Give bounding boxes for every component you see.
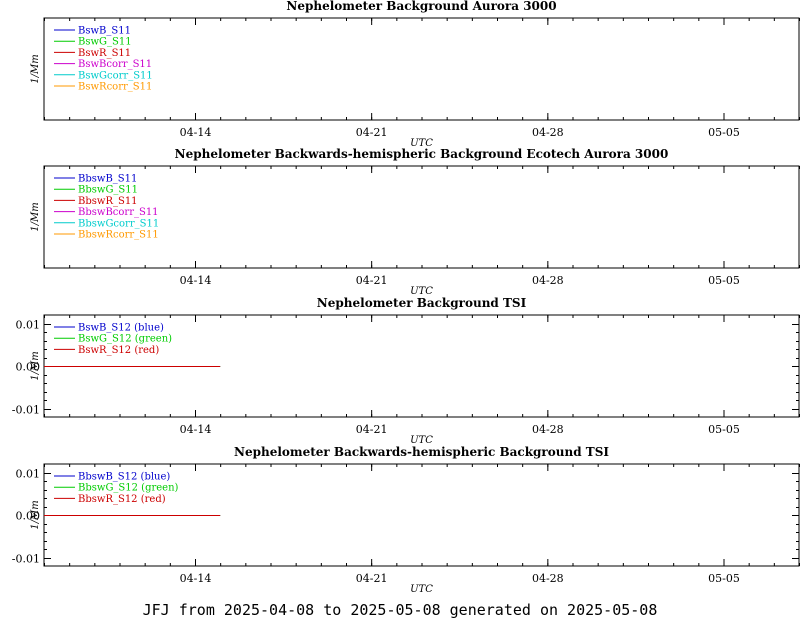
y-tick-label: -0.01 bbox=[12, 553, 40, 566]
legend-entry: BswG_S12 (green) bbox=[78, 334, 172, 345]
x-tick-label: 04-28 bbox=[532, 572, 564, 585]
x-tick-label: 05-05 bbox=[708, 572, 740, 585]
x-tick-label: 04-14 bbox=[180, 274, 212, 287]
legend-entry: BswR_S11 bbox=[78, 48, 131, 59]
chart-panels: Nephelometer Background Aurora 3000 04-14… bbox=[12, 0, 800, 595]
legend-entry: BbswB_S11 bbox=[78, 174, 137, 185]
legend-entry: BswG_S11 bbox=[78, 37, 132, 48]
legend-entry: BbswB_S12 (blue) bbox=[78, 472, 170, 483]
y-tick-label: 0.00 bbox=[16, 361, 41, 374]
chart-panel: Nephelometer Backwards-hemispheric Backg… bbox=[12, 445, 800, 595]
x-tick-label: 05-05 bbox=[708, 423, 740, 436]
legend-entry: BbswGcorr_S11 bbox=[78, 218, 159, 229]
x-tick-label: 04-14 bbox=[180, 126, 212, 139]
plot-frame bbox=[43, 17, 800, 121]
y-tick-label: 0.01 bbox=[16, 468, 41, 481]
x-tick-label: 04-28 bbox=[532, 423, 564, 436]
x-axis-label: UTC bbox=[410, 584, 433, 595]
x-tick-label: 04-21 bbox=[356, 572, 388, 585]
legend-entry: BswB_S11 bbox=[78, 26, 131, 37]
y-axis-label: 1/Mm bbox=[30, 351, 41, 380]
chart-panel: Nephelometer Background Aurora 3000 04-14… bbox=[30, 0, 800, 149]
legend-entry: BswGcorr_S11 bbox=[78, 70, 153, 81]
chart-title: Nephelometer Backwards-hemispheric Backg… bbox=[175, 147, 669, 161]
legend-entry: BswBcorr_S11 bbox=[78, 59, 152, 70]
y-axis-label: 1/Mm bbox=[30, 54, 41, 83]
legend-entry: BbswBcorr_S11 bbox=[78, 207, 159, 218]
x-tick-label: 04-28 bbox=[532, 274, 564, 287]
legend-entry: BbswRcorr_S11 bbox=[78, 230, 159, 241]
legend-entry: BswB_S12 (blue) bbox=[78, 323, 164, 334]
x-tick-label: 04-21 bbox=[356, 274, 388, 287]
x-tick-label: 04-14 bbox=[180, 423, 212, 436]
x-tick-label: 04-28 bbox=[532, 126, 564, 139]
y-axis-label: 1/Mm bbox=[30, 202, 41, 231]
x-tick-label: 04-21 bbox=[356, 423, 388, 436]
x-tick-label: 04-14 bbox=[180, 572, 212, 585]
chart-title: Nephelometer Backwards-hemispheric Backg… bbox=[234, 445, 609, 459]
y-tick-label: -0.01 bbox=[12, 404, 40, 417]
y-axis-label: 1/Mm bbox=[30, 500, 41, 529]
legend-entry: BswR_S12 (red) bbox=[78, 345, 159, 356]
legend-entry: BbswR_S12 (red) bbox=[78, 494, 166, 505]
x-axis-label: UTC bbox=[410, 286, 433, 297]
legend-entry: BbswR_S11 bbox=[78, 196, 138, 207]
chart-title: Nephelometer Background Aurora 3000 bbox=[286, 0, 556, 13]
x-tick-label: 05-05 bbox=[708, 274, 740, 287]
chart-panel: Nephelometer Backwards-hemispheric Backg… bbox=[30, 147, 800, 297]
legend-entry: BbswG_S11 bbox=[78, 185, 138, 196]
x-tick-label: 05-05 bbox=[708, 126, 740, 139]
x-tick-label: 04-21 bbox=[356, 126, 388, 139]
y-tick-label: 0.00 bbox=[16, 510, 41, 523]
legend-entry: BbswG_S12 (green) bbox=[78, 483, 179, 494]
x-axis-label: UTC bbox=[410, 138, 433, 149]
legend-entry: BswRcorr_S11 bbox=[78, 82, 152, 93]
footer-caption: JFJ from 2025-04-08 to 2025-05-08 genera… bbox=[143, 601, 658, 619]
x-axis-label: UTC bbox=[410, 435, 433, 446]
chart-title: Nephelometer Background TSI bbox=[317, 296, 527, 310]
chart-panel: Nephelometer Background TSI 04-14 04-21 04-… bbox=[12, 296, 800, 446]
y-tick-label: 0.01 bbox=[16, 319, 41, 332]
